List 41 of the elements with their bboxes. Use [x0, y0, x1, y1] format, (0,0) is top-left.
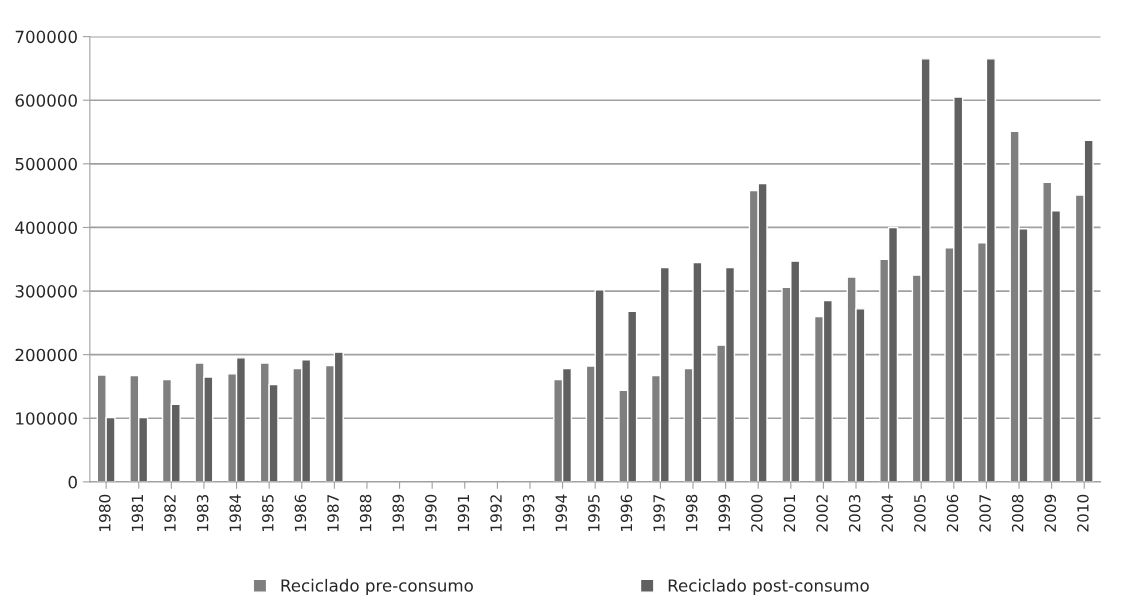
y-tick-label: 600000 [15, 94, 77, 107]
x-tick-label: 1991 [457, 495, 470, 531]
x-tick-label: 1996 [620, 494, 633, 531]
x-tick-label: 1999 [718, 494, 731, 531]
x-tick-label: 1986 [294, 494, 307, 531]
y-tick-label: 300000 [15, 285, 77, 298]
x-tick-label: 1994 [555, 494, 568, 531]
x-tick-label: 1983 [196, 494, 209, 531]
x-tick-label: 2006 [946, 494, 959, 532]
x-tick-label: 2008 [1011, 494, 1024, 532]
y-tick-label: 400000 [15, 221, 77, 235]
y-tick-label: 500000 [15, 157, 77, 171]
x-tick-label: 2007 [979, 495, 991, 532]
x-tick-label: 2005 [914, 495, 926, 532]
x-tick-label: 1984 [229, 494, 241, 531]
x-tick-label: 2001 [783, 495, 796, 532]
x-tick-label: 1987 [327, 495, 339, 531]
x-tick-label: 1992 [490, 495, 502, 531]
legend-label: Reciclado post-consumo [668, 578, 869, 595]
x-tick-label: 1980 [99, 494, 111, 531]
y-tick-label: 0 [68, 475, 77, 489]
y-tick-label: 700000 [15, 30, 77, 44]
x-tick-label: 1993 [522, 494, 535, 531]
x-tick-label: 1997 [653, 495, 665, 531]
x-tick-label: 1998 [685, 494, 698, 531]
y-tick-label: 100000 [16, 412, 77, 425]
x-tick-label: 1995 [588, 495, 600, 531]
x-tick-label: 1982 [164, 495, 176, 531]
x-tick-label: 2002 [816, 495, 828, 532]
x-tick-label: 2003 [848, 494, 861, 532]
x-tick-label: 1988 [359, 494, 372, 531]
x-tick-label: 1985 [262, 495, 274, 531]
x-tick-label: 1989 [392, 494, 404, 531]
x-tick-label: 2009 [1044, 494, 1057, 532]
x-tick-label: 2010 [1077, 494, 1089, 532]
legend-label: Reciclado pre-consumo [281, 578, 473, 595]
x-tick-label: 2004 [881, 494, 894, 532]
x-tick-label: 1981 [131, 495, 144, 531]
y-tick-label: 200000 [15, 348, 77, 362]
x-tick-label: 1990 [425, 494, 437, 531]
x-tick-label: 2000 [751, 494, 763, 532]
